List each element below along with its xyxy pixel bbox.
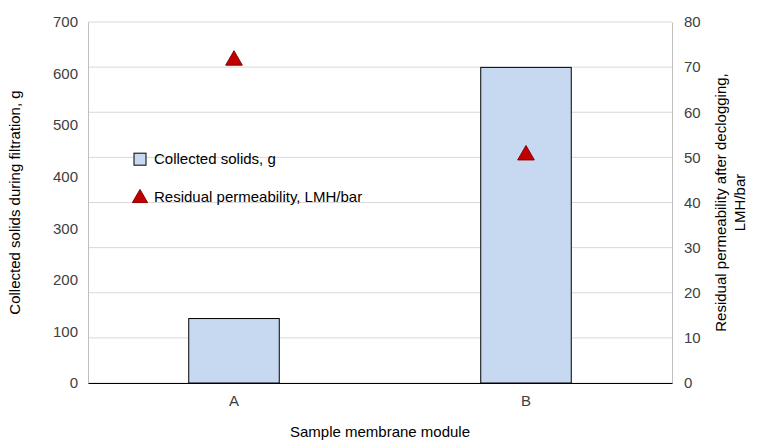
axis-line	[672, 23, 673, 384]
tick-label: 700	[53, 13, 78, 30]
tick: 70	[672, 58, 701, 75]
tick-label: 600	[53, 65, 78, 82]
tick: 400	[53, 168, 88, 185]
tick-label: 40	[684, 194, 701, 211]
tick-label: A	[229, 392, 239, 409]
legend-item: Residual permeability, LMH/bar	[132, 188, 362, 205]
y2-axis: 0 10 20 30 40 50 60 70 80	[672, 13, 701, 391]
tick-label: B	[521, 392, 531, 409]
tick-label: 20	[684, 284, 701, 301]
tick: 0	[672, 374, 692, 391]
grid-line	[88, 67, 672, 68]
tick-label: 0	[684, 374, 692, 391]
tick-label: 500	[53, 116, 78, 133]
tick: 10	[672, 329, 701, 346]
tick-label: 60	[684, 104, 701, 121]
marker	[226, 51, 243, 65]
marks	[189, 51, 572, 383]
tick-label: 100	[53, 323, 78, 340]
tick: B	[521, 383, 531, 409]
tick: 500	[53, 116, 88, 133]
legend-swatch	[132, 189, 147, 202]
axis-line	[89, 383, 673, 384]
tick: 60	[672, 104, 701, 121]
grid-line	[88, 337, 672, 338]
axis-line	[88, 23, 89, 384]
tick-label: 80	[684, 13, 701, 30]
y-axis: 0 100 200 300 400 500 600 700	[53, 13, 89, 391]
tick-label: 50	[684, 149, 701, 166]
tick: 20	[672, 284, 701, 301]
grid-line	[88, 292, 672, 293]
tick: 700	[53, 13, 88, 30]
y2-axis-title: LMH/bar	[731, 174, 748, 232]
x-axis: AB	[89, 383, 673, 409]
y2-axis-title: Residual permeability after declogging,	[712, 73, 729, 331]
tick: 30	[672, 239, 701, 256]
tick: 50	[672, 149, 701, 166]
legend-label: Residual permeability, LMH/bar	[154, 188, 362, 205]
tick-label: 300	[53, 220, 78, 237]
grid	[88, 22, 672, 383]
tick: 0	[70, 374, 88, 391]
tick: A	[229, 383, 239, 409]
tick-label: 0	[70, 374, 78, 391]
tick-label: 10	[684, 329, 701, 346]
grid-line	[88, 383, 672, 384]
chart-svg: 0 100 200 300 400 500 600 700 0 10 20 30 40 50 60 70 80 A…	[0, 0, 768, 445]
grid-line	[88, 247, 672, 248]
tick: 80	[672, 13, 701, 30]
y-axis-title: Collected solids during filtration, g	[6, 90, 23, 314]
tick: 300	[53, 220, 88, 237]
tick-label: 30	[684, 239, 701, 256]
tick: 600	[53, 65, 88, 82]
legend-item: Collected solids, g	[134, 150, 276, 167]
legend-swatch	[134, 153, 146, 165]
bar	[189, 319, 280, 383]
legend-label: Collected solids, g	[154, 150, 276, 167]
chart-container: 0 100 200 300 400 500 600 700 0 10 20 30 40 50 60 70 80 A…	[0, 0, 768, 445]
tick: 200	[53, 271, 88, 288]
legend: Collected solids, g Residual permeability…	[132, 150, 362, 205]
tick-label: 200	[53, 271, 78, 288]
bar	[481, 67, 572, 383]
tick: 100	[53, 323, 88, 340]
grid-line	[88, 22, 672, 23]
grid-line	[88, 112, 672, 113]
tick-label: 70	[684, 58, 701, 75]
marker	[518, 146, 535, 160]
x-axis-title: Sample membrane module	[290, 423, 470, 440]
tick-label: 400	[53, 168, 78, 185]
tick: 40	[672, 194, 701, 211]
